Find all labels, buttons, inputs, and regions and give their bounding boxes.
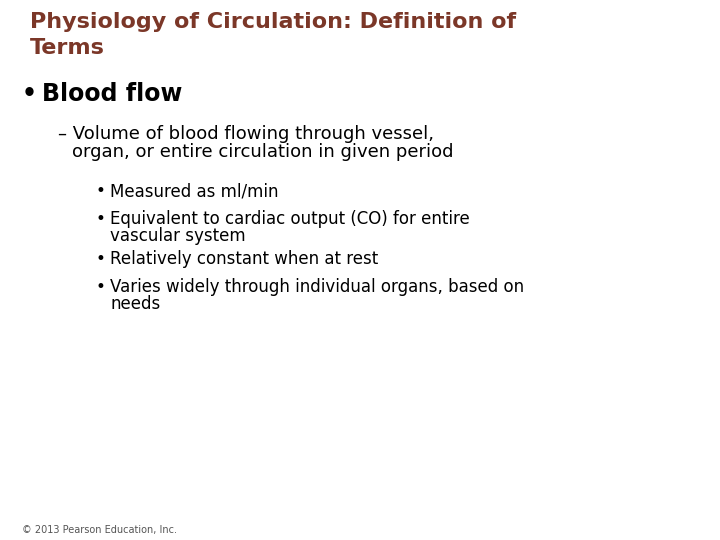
Text: •: •: [95, 182, 105, 200]
Text: Relatively constant when at rest: Relatively constant when at rest: [110, 250, 378, 268]
Text: vascular system: vascular system: [110, 227, 246, 245]
Text: needs: needs: [110, 295, 161, 313]
Text: © 2013 Pearson Education, Inc.: © 2013 Pearson Education, Inc.: [22, 525, 177, 535]
Text: Terms: Terms: [30, 38, 105, 58]
Text: Equivalent to cardiac output (CO) for entire: Equivalent to cardiac output (CO) for en…: [110, 210, 469, 228]
Text: – Volume of blood flowing through vessel,: – Volume of blood flowing through vessel…: [58, 125, 434, 143]
Text: Blood flow: Blood flow: [42, 82, 182, 106]
Text: •: •: [95, 210, 105, 228]
Text: •: •: [22, 82, 37, 106]
Text: Physiology of Circulation: Definition of: Physiology of Circulation: Definition of: [30, 12, 516, 32]
Text: Measured as ml/min: Measured as ml/min: [110, 182, 279, 200]
Text: •: •: [95, 250, 105, 268]
Text: organ, or entire circulation in given period: organ, or entire circulation in given pe…: [72, 143, 454, 161]
Text: Varies widely through individual organs, based on: Varies widely through individual organs,…: [110, 278, 524, 296]
Text: •: •: [95, 278, 105, 296]
